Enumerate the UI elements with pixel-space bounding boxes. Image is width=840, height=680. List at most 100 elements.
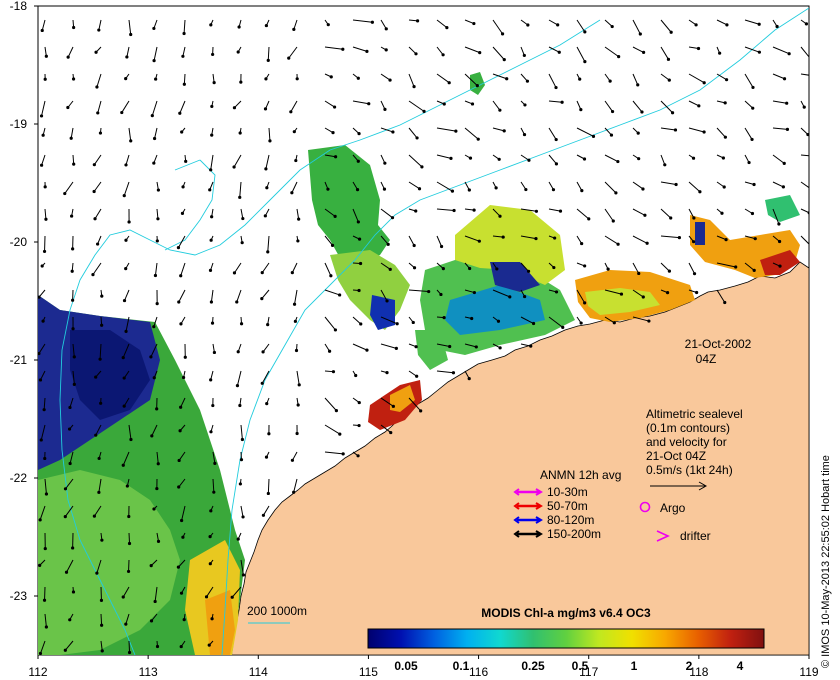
velocity-arrow bbox=[436, 46, 445, 57]
velocity-arrow bbox=[772, 127, 790, 131]
velocity-arrow bbox=[40, 262, 46, 268]
velocity-arrow bbox=[604, 181, 618, 195]
velocity-arrow bbox=[520, 19, 530, 27]
velocity-arrow bbox=[208, 262, 214, 272]
velocity-arrow bbox=[289, 100, 298, 114]
velocity-arrow bbox=[210, 100, 214, 109]
velocity-arrow bbox=[380, 127, 395, 134]
velocity-arrow bbox=[72, 370, 76, 387]
velocity-arrow bbox=[464, 127, 480, 141]
velocity-arrow bbox=[181, 46, 186, 58]
velocity-arrow bbox=[43, 532, 47, 551]
velocity-arrow bbox=[520, 235, 538, 241]
velocity-arrow bbox=[44, 46, 48, 58]
velocity-arrow bbox=[38, 559, 46, 567]
anmn-legend-label: 150-200m bbox=[547, 527, 601, 541]
velocity-arrow bbox=[604, 127, 614, 137]
velocity-arrow bbox=[604, 235, 620, 246]
velocity-arrow bbox=[744, 100, 755, 110]
velocity-arrow bbox=[492, 208, 502, 218]
velocity-arrow bbox=[352, 73, 360, 80]
velocity-arrow bbox=[800, 208, 809, 215]
credit-text: © IMOS 10-May-2013 22:55:02 Hobart time bbox=[820, 455, 832, 668]
velocity-arrow bbox=[492, 100, 502, 112]
velocity-arrow bbox=[290, 451, 298, 462]
velocity-arrow bbox=[464, 235, 481, 243]
velocity-arrow bbox=[211, 397, 215, 408]
velocity-arrow bbox=[266, 316, 270, 327]
date-label: 21-Oct-2002 bbox=[685, 337, 752, 351]
velocity-arrow bbox=[744, 208, 755, 216]
velocity-arrow bbox=[660, 208, 673, 220]
velocity-arrow bbox=[324, 451, 345, 456]
velocity-arrow bbox=[69, 127, 74, 140]
velocity-arrow bbox=[63, 181, 74, 196]
velocity-arrow bbox=[492, 181, 498, 190]
velocity-arrow bbox=[63, 478, 74, 491]
velocity-arrow bbox=[156, 208, 160, 221]
velocity-arrow bbox=[688, 46, 701, 51]
velocity-arrow bbox=[266, 478, 270, 496]
scale-arrow-head-icon bbox=[698, 481, 708, 491]
velocity-arrow bbox=[92, 181, 102, 194]
velocity-arrow bbox=[324, 289, 342, 297]
colorbar-title: MODIS Chl-a mg/m3 v6.4 OC3 bbox=[481, 606, 651, 620]
velocity-arrow bbox=[41, 316, 46, 323]
velocity-arrow bbox=[464, 100, 475, 106]
lon-tick-label: 115 bbox=[359, 665, 378, 679]
velocity-arrow bbox=[408, 181, 422, 191]
velocity-arrow bbox=[576, 316, 583, 325]
velocity-arrow bbox=[38, 289, 46, 299]
velocity-arrow bbox=[604, 262, 610, 271]
velocity-arrow bbox=[604, 19, 614, 29]
velocity-arrow bbox=[324, 154, 338, 159]
velocity-arrow bbox=[520, 154, 531, 162]
velocity-arrow bbox=[408, 397, 423, 413]
velocity-arrow bbox=[576, 208, 591, 221]
velocity-arrow bbox=[436, 181, 455, 193]
land-mass bbox=[229, 261, 809, 655]
velocity-arrow bbox=[408, 154, 424, 169]
velocity-arrow bbox=[266, 235, 270, 254]
velocity-arrow bbox=[292, 478, 298, 494]
velocity-arrow bbox=[100, 316, 104, 327]
velocity-arrow bbox=[464, 73, 479, 88]
velocity-arrow bbox=[352, 397, 361, 405]
velocity-arrow bbox=[128, 127, 133, 143]
velocity-arrow bbox=[208, 181, 214, 192]
velocity-arrow bbox=[124, 154, 130, 167]
velocity-arrow bbox=[408, 46, 418, 56]
velocity-arrow bbox=[153, 262, 158, 278]
velocity-arrow bbox=[95, 559, 102, 575]
lat-tick-label: -19 bbox=[10, 117, 28, 131]
velocity-arrow bbox=[380, 424, 393, 435]
velocity-arrow bbox=[265, 397, 270, 406]
velocity-arrow bbox=[464, 262, 472, 271]
lon-tick-label: 113 bbox=[139, 665, 158, 679]
velocity-arrow bbox=[324, 181, 330, 191]
velocity-arrow bbox=[124, 235, 130, 242]
velocity-arrow bbox=[156, 451, 160, 466]
velocity-arrow bbox=[184, 154, 188, 163]
velocity-arrow bbox=[492, 235, 505, 239]
velocity-arrow bbox=[209, 370, 214, 382]
velocity-arrow bbox=[209, 19, 214, 27]
velocity-arrow bbox=[660, 262, 672, 273]
velocity-arrow bbox=[149, 343, 158, 359]
velocity-arrow bbox=[121, 586, 130, 599]
velocity-arrow bbox=[71, 316, 75, 331]
velocity-arrow bbox=[716, 46, 722, 55]
chl-swath-west bbox=[38, 295, 245, 655]
velocity-arrow bbox=[181, 532, 186, 539]
velocity-arrow bbox=[236, 532, 242, 541]
velocity-arrow bbox=[492, 154, 501, 161]
velocity-arrow bbox=[179, 262, 186, 278]
velocity-arrow bbox=[632, 100, 644, 114]
velocity-arrow bbox=[211, 46, 215, 57]
velocity-arrow bbox=[290, 262, 298, 275]
velocity-arrow bbox=[380, 397, 395, 408]
velocity-arrow bbox=[122, 370, 130, 380]
velocity-arrow bbox=[716, 100, 727, 105]
velocity-arrow bbox=[212, 343, 217, 355]
velocity-arrow bbox=[324, 208, 337, 218]
